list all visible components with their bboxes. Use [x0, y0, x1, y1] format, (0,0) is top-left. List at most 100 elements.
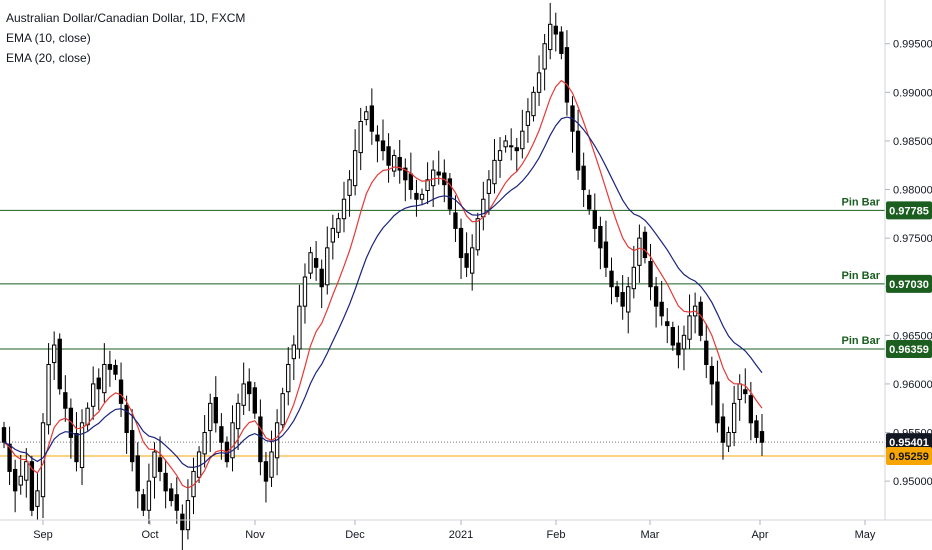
candle [241, 362, 246, 416]
candle-body [247, 381, 252, 395]
candle-body [29, 461, 35, 511]
candle [458, 218, 464, 279]
candle-body [743, 389, 748, 395]
candle [626, 277, 631, 334]
y-tick-label: 0.99000 [893, 87, 932, 99]
candle-body [313, 258, 319, 268]
candle [614, 280, 620, 303]
candle-body [7, 443, 12, 472]
pin-bar-price-tag: 0.96359 [886, 340, 932, 359]
pin-bar-price-tag: 0.97785 [886, 201, 932, 220]
candle [313, 241, 319, 281]
candle-body [163, 472, 168, 492]
candle [130, 409, 135, 472]
candle-body [208, 402, 213, 432]
candle-body [453, 212, 458, 229]
price-tags: 0.97785 0.97030 0.96359 0.95401 0.95259 [886, 201, 932, 465]
candle-body [68, 407, 74, 438]
candle [208, 393, 213, 452]
candle-body [269, 451, 274, 478]
candle-body [553, 25, 558, 35]
candle [258, 399, 263, 476]
candle-body [704, 340, 709, 365]
candle [157, 436, 163, 482]
y-tick-label: 0.95000 [893, 476, 932, 488]
candle [648, 243, 653, 301]
price-tag-box [886, 274, 932, 293]
x-tick-label: 2021 [449, 529, 473, 541]
candle [559, 26, 564, 60]
candle [235, 393, 241, 451]
candle-body [51, 344, 57, 364]
candle-body [587, 194, 592, 210]
candle [603, 220, 609, 278]
candle-body [542, 43, 547, 70]
x-tick-label: Sep [33, 529, 53, 541]
candle [202, 415, 207, 468]
candle [631, 245, 636, 299]
candle-body [709, 365, 715, 385]
candle-body [219, 426, 224, 443]
candle-body [79, 422, 85, 469]
candle [637, 224, 642, 283]
candle-body [202, 432, 207, 455]
y-tick-label: 0.98500 [893, 136, 932, 148]
ema20-legend[interactable]: EMA (20, close) [6, 51, 91, 65]
candle [564, 30, 570, 116]
candle [464, 232, 469, 278]
symbol-title[interactable]: Australian Dollar/Canadian Dollar, 1D, F… [6, 11, 246, 25]
price-tag-text: 0.95259 [889, 451, 929, 463]
price-axis[interactable]: 0.99500 0.99000 0.98500 0.98000 0.97500 0.970… [885, 39, 932, 488]
candle [503, 135, 508, 153]
time-axis[interactable]: Sep Oct Nov Dec 2021 Feb Mar Apr May [33, 520, 876, 541]
candle-body [46, 363, 51, 426]
candle-body [130, 430, 135, 463]
candle [486, 170, 492, 215]
candle-body [626, 286, 631, 313]
candle [152, 442, 157, 499]
candle-body [403, 167, 408, 181]
candle [263, 451, 269, 503]
candle-body [124, 404, 129, 434]
candle-body [592, 210, 597, 229]
candle [74, 412, 79, 472]
candle-body [141, 494, 146, 511]
candle-body [185, 500, 191, 531]
candle-body [414, 192, 419, 200]
candle-body [369, 105, 375, 132]
candle [414, 179, 419, 217]
candle [704, 323, 709, 379]
candle-body [492, 159, 497, 185]
candle [380, 119, 386, 161]
candle-body [375, 134, 380, 142]
candle [230, 405, 235, 472]
candle-body [280, 393, 285, 426]
candle [24, 448, 29, 498]
candle-body [146, 480, 152, 511]
candle-body [497, 150, 503, 161]
candle-body [754, 420, 759, 438]
x-tick-label: Apr [751, 529, 768, 541]
ema10-legend[interactable]: EMA (10, close) [6, 31, 91, 45]
candle [364, 105, 369, 126]
candle [185, 479, 191, 540]
candle-body [470, 247, 475, 274]
candle [759, 414, 765, 456]
candle-body [681, 334, 687, 350]
candle [670, 321, 675, 351]
candle-body [759, 431, 765, 443]
candle-body [258, 416, 263, 463]
candle-body [425, 179, 430, 192]
candle-body [486, 179, 492, 194]
candle [247, 368, 252, 412]
candle [731, 385, 737, 447]
candle-body [235, 402, 241, 430]
candle [113, 359, 118, 381]
candle-body [603, 241, 609, 268]
candle-body [397, 156, 402, 171]
candle-body [436, 171, 441, 176]
candle-body [180, 513, 185, 531]
support-price-tag: 0.95259 [886, 446, 932, 465]
candle [118, 362, 124, 417]
